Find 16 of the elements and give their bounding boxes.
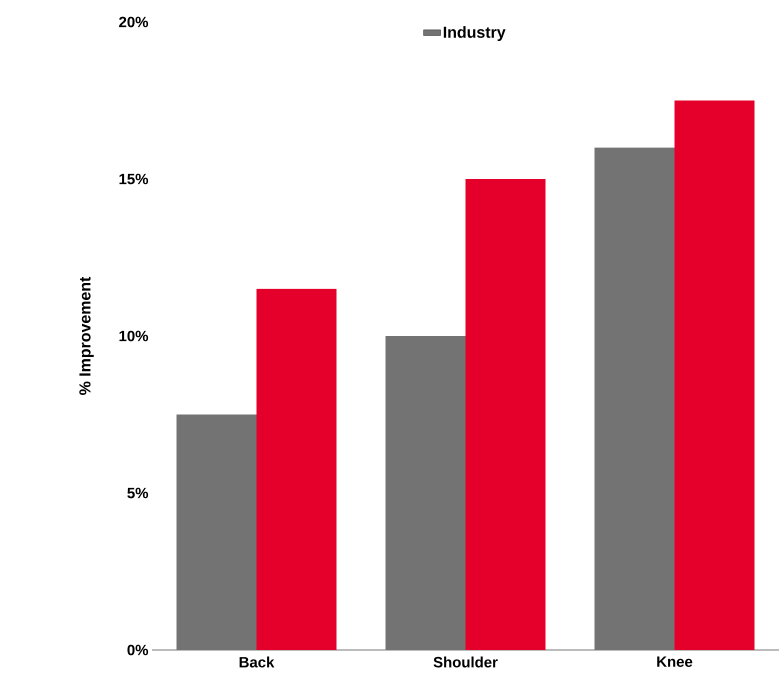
- y-tick-label: 5%: [127, 488, 148, 498]
- x-tick-label: Knee: [657, 656, 692, 667]
- y-tick-label: 0%: [127, 644, 148, 656]
- bar: [176, 414, 256, 650]
- x-tick-label: Shoulder: [434, 656, 498, 668]
- bar: [466, 178, 546, 650]
- y-tick-label: 20%: [119, 16, 148, 28]
- bar: [674, 100, 755, 650]
- x-tick-label: Back: [240, 656, 274, 668]
- bar: [594, 148, 675, 650]
- legend-label: Industry: [444, 26, 506, 42]
- y-tick-label: 15%: [120, 174, 148, 184]
- y-tick-label: 10%: [120, 330, 148, 342]
- bar: [256, 288, 336, 650]
- bar: [386, 336, 466, 650]
- y-axis-title: % Improvement: [79, 276, 94, 395]
